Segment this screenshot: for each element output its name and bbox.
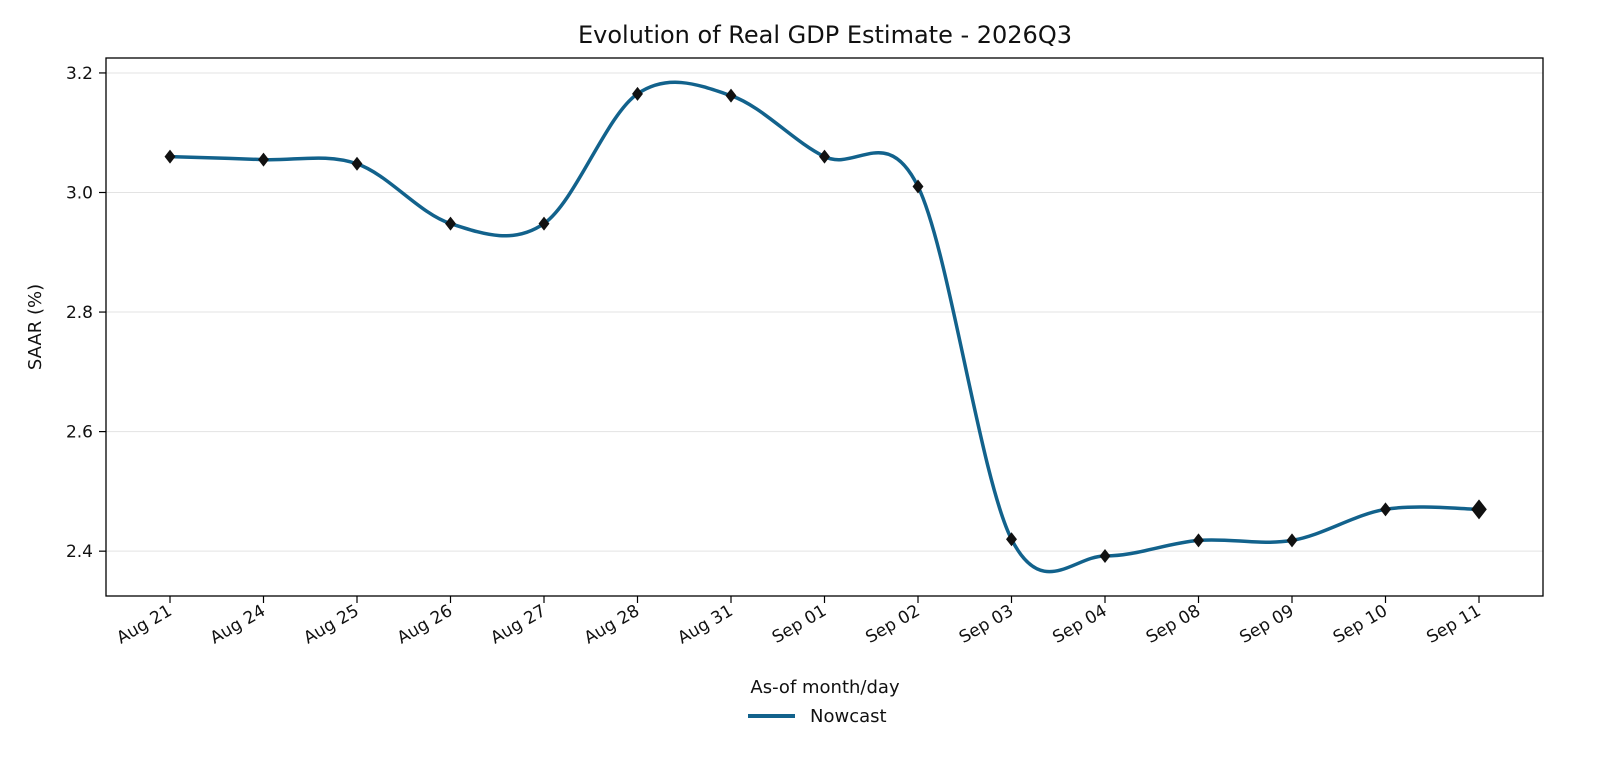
data-point-marker	[632, 86, 643, 101]
x-tick-label: Sep 03	[956, 601, 1017, 648]
y-axis: 2.4 2.6 2.8 3.0 3.2	[66, 64, 106, 562]
x-tick-label: Sep 10	[1330, 601, 1391, 648]
data-point-marker	[725, 88, 737, 103]
series-line-nowcast	[169, 80, 1480, 574]
x-tick-label: Aug 24	[207, 601, 269, 648]
legend-label-nowcast: Nowcast	[810, 706, 887, 727]
data-point-marker	[1471, 499, 1487, 520]
data-point-marker	[164, 149, 176, 164]
plot-area	[105, 57, 1544, 597]
x-tick-label: Sep 08	[1143, 601, 1204, 648]
data-point-marker	[819, 149, 830, 164]
data-point-marker	[1193, 533, 1204, 548]
x-tick-label: Sep 04	[1049, 601, 1110, 648]
y-tick-label: 2.6	[66, 423, 93, 443]
data-point-marker	[912, 179, 924, 194]
x-tick-label: Aug 28	[581, 601, 643, 648]
y-tick-label: 3.0	[66, 184, 93, 204]
x-tick-label: Aug 25	[300, 601, 362, 648]
data-point-marker	[538, 216, 550, 231]
data-point-marker	[1380, 502, 1391, 517]
x-tick-label: Sep 01	[769, 601, 830, 648]
x-tick-label: Aug 31	[674, 601, 736, 648]
x-tick-label: Sep 11	[1423, 601, 1484, 648]
data-point-marker	[1006, 532, 1017, 547]
x-tick-label: Aug 21	[113, 601, 175, 648]
data-point-marker	[1286, 533, 1298, 548]
data-point-marker	[445, 216, 456, 231]
data-point-marker	[1099, 548, 1111, 563]
x-tick-label: Sep 02	[862, 601, 923, 648]
data-point-marker	[351, 156, 363, 171]
series-layer	[164, 80, 1487, 574]
y-tick-label: 3.2	[66, 64, 93, 84]
chart-title: Evolution of Real GDP Estimate - 2026Q3	[578, 21, 1072, 49]
x-axis: Aug 21 Aug 24 Aug 25 Aug 26 Aug 27 Aug 28 Aug …	[113, 596, 1485, 648]
gridlines	[106, 72, 1543, 552]
x-tick-label: Aug 26	[394, 601, 456, 648]
x-tick-label: Sep 09	[1236, 601, 1297, 648]
y-axis-label: SAAR (%)	[25, 284, 46, 370]
y-tick-label: 2.4	[66, 542, 93, 562]
data-point-marker	[258, 152, 269, 167]
x-tick-label: Aug 27	[487, 601, 549, 648]
x-axis-label: As-of month/day	[750, 677, 900, 698]
y-tick-label: 2.8	[66, 303, 93, 323]
legend: Nowcast	[748, 706, 887, 727]
